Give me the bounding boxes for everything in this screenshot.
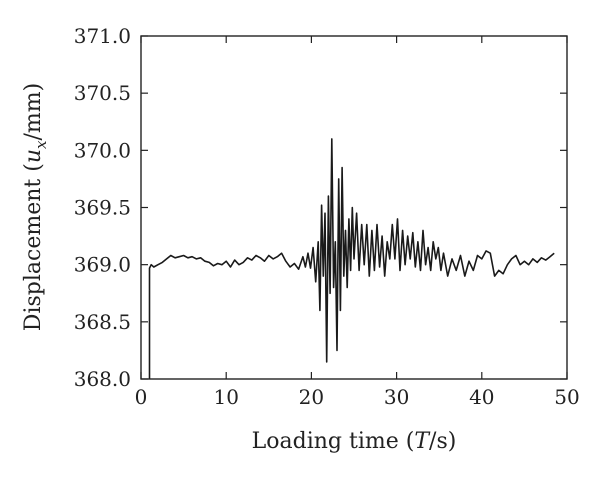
y-tick-label: 369.0 <box>74 253 131 277</box>
x-axis-title: Loading time (T/s) <box>252 429 457 454</box>
y-tick-label: 368.5 <box>74 310 131 334</box>
series-line-0 <box>148 138 555 379</box>
y-tick-label: 370.5 <box>74 81 131 105</box>
plot-layer <box>148 138 555 379</box>
axes-layer: 0 10 20 30 40 50 368.0 368.5 369.0 369.5 370.0 370.… <box>74 24 580 409</box>
x-tick-label: 10 <box>213 385 238 409</box>
x-tick-label: 50 <box>554 385 579 409</box>
x-tick-label: 0 <box>135 385 148 409</box>
x-tick-label: 20 <box>299 385 324 409</box>
y-tick-label: 370.0 <box>74 138 131 162</box>
y-tick-label: 371.0 <box>74 24 131 48</box>
y-axis-title: Displacement (ux/mm) <box>21 83 50 331</box>
y-tick-label: 368.0 <box>74 367 131 391</box>
x-tick-label: 40 <box>469 385 494 409</box>
y-tick-label: 369.5 <box>74 196 131 220</box>
x-tick-label: 30 <box>384 385 409 409</box>
